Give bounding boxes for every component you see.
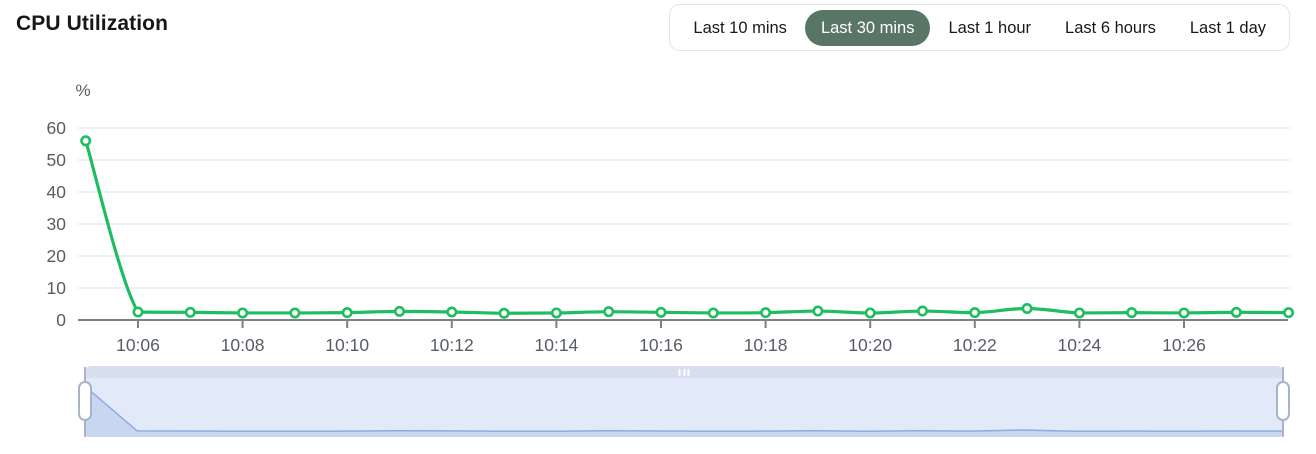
svg-text:60: 60: [47, 118, 67, 138]
svg-text:10:06: 10:06: [116, 335, 160, 355]
data-point-marker: [550, 307, 562, 319]
brush-handle-left[interactable]: [78, 381, 92, 421]
brush-area-fill: [85, 386, 1283, 437]
brush-selected-region[interactable]: [85, 378, 1283, 437]
x-axis: 10:06 10:08 10:10 10:12 10:14 10:16 10:18 10:20…: [78, 319, 1288, 355]
data-point-marker: [1230, 306, 1242, 318]
data-point-marker: [393, 305, 405, 317]
svg-text:10:26: 10:26: [1162, 335, 1206, 355]
data-point-marker: [237, 307, 249, 319]
svg-text:20: 20: [47, 246, 67, 266]
svg-text:10:16: 10:16: [639, 335, 683, 355]
svg-text:10:18: 10:18: [744, 335, 788, 355]
time-range-button-last-10-mins[interactable]: Last 10 mins: [677, 10, 803, 46]
data-point-marker: [1283, 307, 1295, 319]
data-point-marker: [132, 306, 144, 318]
data-point-marker: [812, 305, 824, 317]
data-point-marker: [184, 306, 196, 318]
svg-text:10:14: 10:14: [535, 335, 579, 355]
svg-text:10:22: 10:22: [953, 335, 997, 355]
brush-area-line: [85, 385, 1283, 433]
data-point-marker: [1021, 302, 1033, 314]
drag-handle-icon[interactable]: [678, 368, 690, 376]
data-point-marker: [655, 306, 667, 318]
svg-text:10:12: 10:12: [430, 335, 474, 355]
data-point-marker: [707, 307, 719, 319]
svg-text:0: 0: [56, 310, 66, 330]
svg-text:50: 50: [47, 150, 67, 170]
data-point-marker: [446, 306, 458, 318]
svg-text:30: 30: [47, 214, 67, 234]
y-axis-unit-label: %: [75, 81, 90, 100]
brush-handle-right[interactable]: [1276, 381, 1290, 421]
time-range-button-last-30-mins[interactable]: Last 30 mins: [804, 9, 931, 46]
svg-text:10: 10: [47, 278, 67, 298]
data-point-marker: [916, 305, 928, 317]
page-title: CPU Utilization: [16, 12, 168, 35]
data-point-marker: [1073, 307, 1085, 319]
time-range-button-last-1-hour[interactable]: Last 1 hour: [932, 10, 1047, 46]
data-point-marker: [1126, 307, 1138, 319]
svg-text:10:24: 10:24: [1058, 335, 1102, 355]
data-point-marker: [760, 307, 772, 319]
svg-text:10:20: 10:20: [848, 335, 892, 355]
data-point-marker: [80, 135, 92, 147]
brush-minimap: [85, 385, 1283, 437]
time-range-button-last-6-hours[interactable]: Last 6 hours: [1049, 10, 1172, 46]
svg-text:10:10: 10:10: [325, 335, 369, 355]
data-point-marker: [341, 307, 353, 319]
svg-text:10:08: 10:08: [221, 335, 265, 355]
data-point-marker: [289, 307, 301, 319]
time-range-group: Last 10 mins Last 30 mins Last 1 hour Last …: [669, 4, 1290, 51]
data-point-marker: [864, 307, 876, 319]
y-tick-labels: 0 10 20 30 40 50 60: [47, 118, 67, 330]
brush-scrollbar[interactable]: [85, 366, 1283, 378]
time-range-button-last-1-day[interactable]: Last 1 day: [1174, 10, 1282, 46]
data-point-marker: [969, 307, 981, 319]
svg-text:40: 40: [47, 182, 67, 202]
time-brush[interactable]: [78, 366, 1290, 437]
y-gridlines: [78, 127, 1290, 289]
data-point-marker: [1178, 307, 1190, 319]
cpu-series-line: [80, 135, 1295, 319]
data-point-marker: [603, 306, 615, 318]
data-point-marker: [498, 307, 510, 319]
